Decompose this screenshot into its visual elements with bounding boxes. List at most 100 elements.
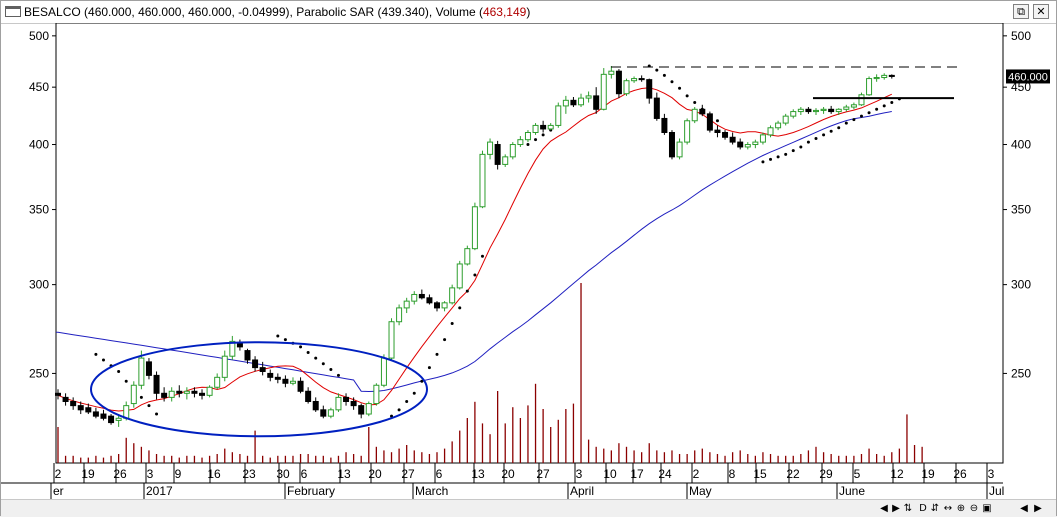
sar-dot	[670, 80, 674, 84]
status-bar: ◀ ▶ ⇅ D ⇵ ↔ ⊕ ⊖ ▣ ◀ ▶	[1, 499, 1056, 517]
candle	[775, 120, 782, 131]
candle	[252, 356, 259, 372]
prev-icon[interactable]: ◀	[1020, 503, 1028, 514]
candle-body	[199, 392, 206, 396]
candle-body	[365, 403, 372, 415]
candle-body	[843, 106, 850, 110]
candle	[517, 136, 524, 147]
candle-body	[358, 405, 365, 415]
candle-body	[873, 77, 880, 80]
candle	[608, 65, 615, 79]
scroll-left-icon[interactable]: ◀	[880, 503, 888, 514]
zoom-out-icon[interactable]: ⊖	[969, 503, 979, 514]
sar-dot	[678, 86, 682, 90]
candle	[244, 348, 251, 364]
candle-body	[168, 390, 175, 398]
sar-dot	[397, 408, 401, 412]
candle	[813, 108, 819, 115]
candle-body	[145, 361, 152, 376]
candle	[403, 297, 410, 314]
candle	[593, 87, 600, 114]
candle-body	[532, 124, 539, 133]
candle-body	[92, 411, 99, 417]
x-day-label: 23	[242, 467, 256, 481]
sar-dot	[117, 369, 121, 373]
candle	[365, 401, 372, 417]
moving-average-short-line	[57, 87, 893, 412]
last-price-tag	[1006, 69, 1050, 84]
sar-dot	[662, 73, 666, 77]
y-tick-label-left: 500	[29, 29, 49, 43]
title-main: BESALCO (460.000, 460.000, 460.000, -0.0…	[24, 5, 483, 19]
candle	[138, 350, 145, 390]
price-chart[interactable]: 250 250 300 300 350 350 400 400 450 450 500 500 460.…	[1, 23, 1056, 499]
candle-body	[236, 342, 243, 348]
sar-dot	[124, 379, 128, 383]
candle-body	[828, 108, 835, 113]
candle-body	[335, 396, 342, 411]
x-day-label: 19	[81, 467, 95, 481]
scroll-right-icon[interactable]: ▶	[892, 503, 900, 514]
x-day-label: 12	[890, 467, 904, 481]
candle	[835, 108, 842, 115]
candle-body	[631, 78, 638, 82]
candle	[866, 76, 873, 96]
candle	[714, 125, 721, 138]
close-window-icon[interactable]: ✕	[1033, 4, 1049, 19]
scroll-vertical-icon[interactable]: ⇵	[930, 503, 940, 514]
candle-body	[615, 70, 622, 95]
x-day-label: 13	[337, 467, 351, 481]
plot-area	[55, 23, 1004, 464]
sar-dot	[882, 104, 886, 108]
last-price-label: 460.000	[1008, 71, 1048, 83]
candle	[100, 409, 107, 421]
candle-body	[380, 357, 387, 386]
zoom-rect-icon[interactable]: ▣	[982, 503, 992, 514]
candle	[699, 104, 706, 117]
candle	[229, 335, 236, 360]
candle	[668, 130, 675, 160]
x-month-label: March	[415, 484, 448, 498]
candle	[350, 397, 357, 410]
x-day-label: 30	[276, 467, 290, 481]
candle	[92, 407, 99, 419]
candle-body	[418, 293, 425, 299]
candle	[547, 123, 554, 131]
candle-body	[77, 405, 84, 411]
sar-dot	[761, 160, 765, 164]
candle-body	[244, 350, 251, 361]
sar-dot	[450, 321, 454, 325]
sar-dot	[94, 352, 98, 356]
candle-body	[722, 131, 729, 138]
candle-body	[509, 144, 516, 158]
sync-icon[interactable]: ⇅	[903, 503, 913, 514]
sar-dot	[283, 338, 287, 342]
candle-body	[274, 376, 281, 380]
candle	[464, 245, 471, 266]
scroll-horizontal-icon[interactable]: ↔	[943, 503, 953, 514]
next-icon[interactable]: ▶	[1034, 503, 1042, 514]
candle-body	[850, 104, 857, 108]
candle	[532, 123, 539, 135]
candle	[108, 414, 115, 425]
candle	[585, 91, 592, 103]
sar-dot	[276, 334, 280, 338]
candle	[214, 373, 221, 390]
candle	[267, 369, 274, 382]
restore-window-icon[interactable]: ⧉	[1013, 4, 1029, 19]
zoom-in-icon[interactable]: ⊕	[956, 503, 966, 514]
candle	[623, 78, 630, 96]
x-day-label: 29	[819, 467, 833, 481]
candle-body	[289, 380, 296, 384]
x-day-label: 27	[536, 467, 550, 481]
candle	[737, 138, 744, 150]
candle-body	[456, 263, 463, 289]
candle-body	[312, 400, 319, 411]
candle-body	[578, 97, 585, 106]
candle-body	[744, 144, 751, 148]
candle	[297, 377, 304, 394]
x-day-label: 3	[576, 467, 583, 481]
daily-period-button[interactable]: D	[919, 503, 927, 514]
sar-dot	[685, 94, 689, 98]
